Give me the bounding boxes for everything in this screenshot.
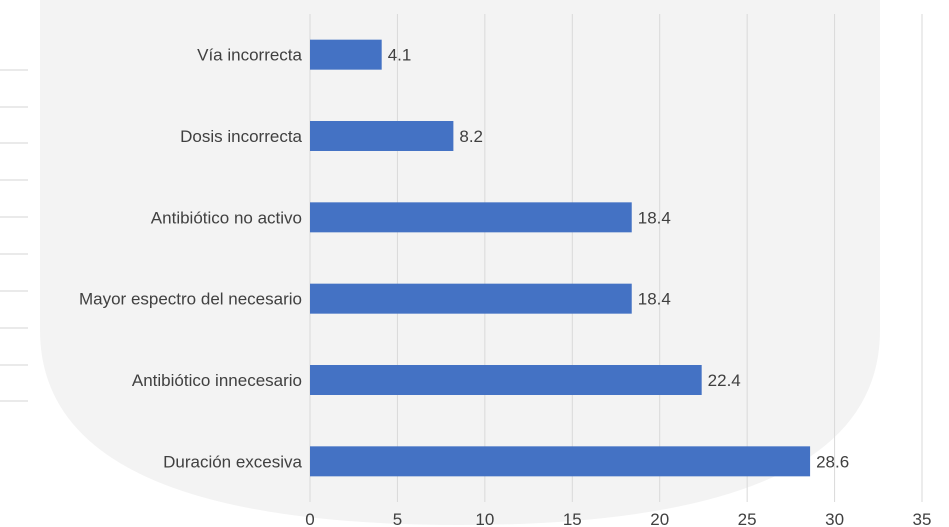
bar (310, 365, 702, 395)
category-label: Duración excesiva (163, 452, 302, 471)
category-label: Antibiótico no activo (151, 208, 302, 227)
watermark-lines (0, 69, 28, 402)
x-tick-label: 30 (825, 510, 844, 527)
bar (310, 121, 454, 151)
category-label: Mayor espectro del necesario (79, 290, 302, 309)
data-label: 22.4 (708, 371, 741, 390)
data-labels: 4.1 8.2 18.4 18.4 22.4 28.6 (388, 46, 849, 472)
category-label: Vía incorrecta (197, 46, 302, 65)
x-tick-label: 10 (475, 510, 494, 527)
category-label: Dosis incorrecta (180, 127, 302, 146)
category-labels: Vía incorrecta Dosis incorrecta Antibiótic… (79, 46, 303, 472)
x-tick-label: 15 (563, 510, 582, 527)
bars (310, 39, 811, 477)
x-tick-label: 5 (393, 510, 402, 527)
data-label: 28.6 (816, 452, 849, 471)
bar (310, 446, 811, 477)
x-tick-label: 20 (650, 510, 669, 527)
x-tick-label: 25 (738, 510, 757, 527)
data-label: 18.4 (638, 290, 671, 309)
data-label: 18.4 (638, 208, 671, 227)
x-axis-tick-labels: 0 5 10 15 20 25 30 35 (305, 510, 931, 527)
bar (310, 202, 632, 233)
x-tick-label: 0 (305, 510, 314, 527)
watermark-shape (40, 0, 880, 525)
data-label: 4.1 (388, 46, 412, 65)
gridlines (309, 14, 923, 502)
bar (310, 283, 632, 314)
data-label: 8.2 (459, 127, 483, 146)
watermark-background (0, 0, 880, 525)
x-tick-label: 35 (913, 510, 932, 527)
category-label: Antibiótico innecesario (132, 371, 302, 390)
bar (310, 39, 382, 70)
